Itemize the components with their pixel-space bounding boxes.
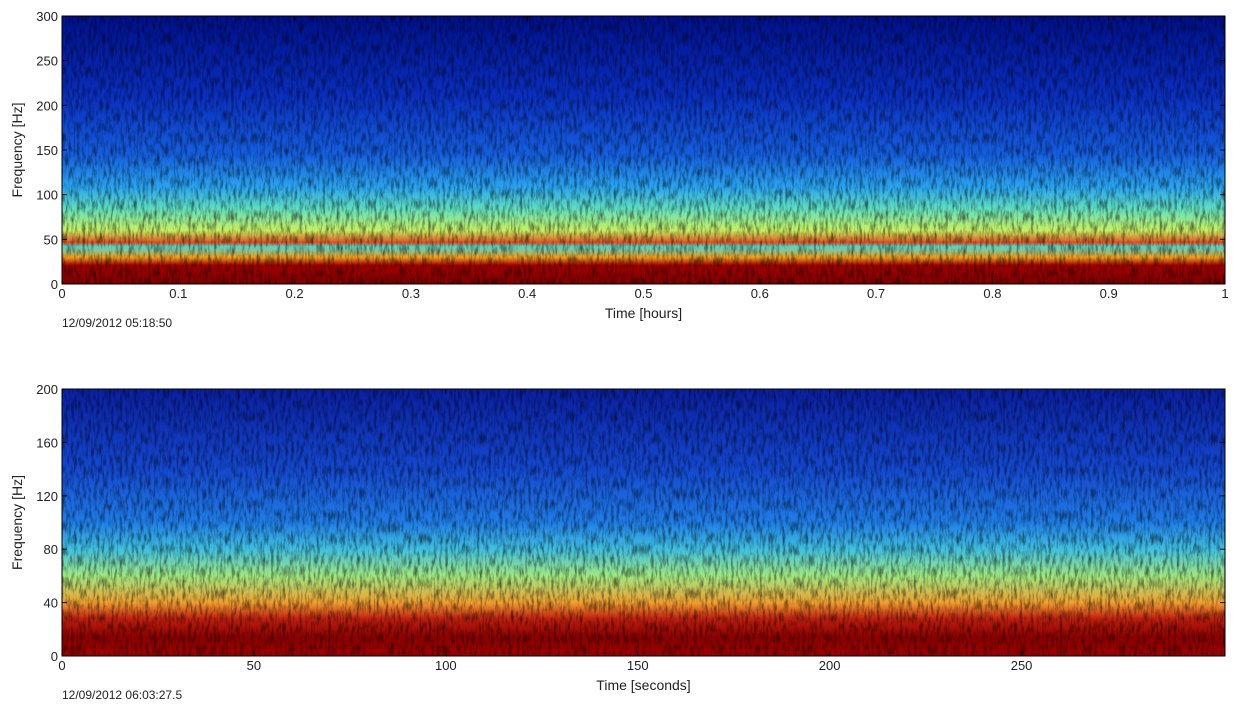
x-tick-label: 0 — [58, 658, 65, 673]
x-tick-label: 0.9 — [1100, 286, 1118, 301]
y-axis-label: Frequency [Hz] — [9, 475, 25, 570]
y-tick-label: 300 — [36, 9, 58, 24]
x-tick-label: 0.1 — [169, 286, 187, 301]
x-tick-label: 0.8 — [983, 286, 1001, 301]
y-tick-label: 120 — [36, 489, 58, 504]
y-tick-label: 50 — [44, 232, 58, 247]
x-tick-label: 200 — [819, 658, 841, 673]
x-tick-label: 100 — [435, 658, 457, 673]
x-tick-label: 0.7 — [867, 286, 885, 301]
x-tick-label: 0.3 — [402, 286, 420, 301]
x-tick-label: 0.2 — [286, 286, 304, 301]
x-tick-label: 250 — [1011, 658, 1033, 673]
x-axis-label: Time [seconds] — [596, 677, 690, 693]
x-tick-label: 0.5 — [634, 286, 652, 301]
y-tick-label: 200 — [36, 98, 58, 113]
y-tick-label: 160 — [36, 435, 58, 450]
x-tick-label: 0.6 — [751, 286, 769, 301]
timestamp: 12/09/2012 05:18:50 — [62, 316, 172, 330]
x-tick-label: 1 — [1221, 286, 1228, 301]
y-tick-label: 0 — [51, 649, 58, 664]
y-axis-label: Frequency [Hz] — [9, 103, 25, 198]
x-tick-label: 0 — [58, 286, 65, 301]
x-axis-label: Time [hours] — [605, 305, 682, 321]
x-tick-label: 150 — [627, 658, 649, 673]
spectrogram-texture — [62, 389, 1225, 656]
axes-frame — [61, 388, 1226, 657]
y-tick-label: 250 — [36, 54, 58, 69]
y-tick-label: 80 — [44, 542, 58, 557]
y-tick-label: 150 — [36, 143, 58, 158]
y-tick-label: 100 — [36, 188, 58, 203]
timestamp: 12/09/2012 06:03:27.5 — [62, 688, 182, 702]
x-tick-label: 0.4 — [518, 286, 536, 301]
spectrogram-texture — [62, 16, 1225, 284]
x-tick-label: 50 — [247, 658, 261, 673]
y-tick-label: 40 — [44, 596, 58, 611]
y-tick-label: 200 — [36, 382, 58, 397]
y-tick-label: 0 — [51, 277, 58, 292]
